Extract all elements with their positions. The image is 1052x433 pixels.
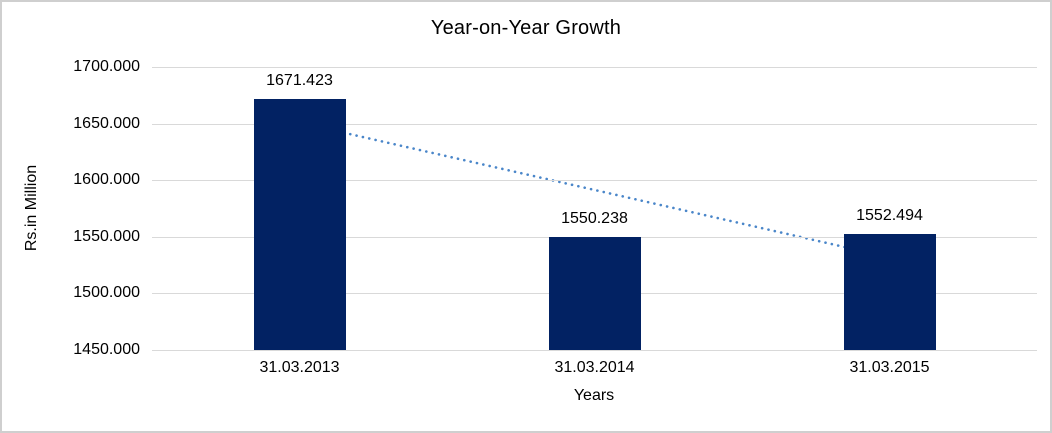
x-tick-label: 31.03.2014 — [554, 359, 635, 376]
gridline — [152, 67, 1037, 68]
gridline — [152, 180, 1037, 182]
y-tick-label: 1550.000 — [73, 227, 140, 245]
bar — [253, 99, 346, 350]
plot-area — [152, 67, 1037, 351]
x-tick-label: 31.03.2013 — [259, 359, 340, 376]
x-axis-title: Years — [573, 387, 615, 404]
bar-value-label: 1550.238 — [561, 209, 628, 227]
gridline — [152, 350, 1037, 351]
y-tick-label: 1700.000 — [73, 58, 140, 75]
chart-title: Year-on-Year Growth — [430, 17, 622, 39]
y-tick-label: 1500.000 — [73, 284, 140, 302]
x-tick-label: 31.03.2015 — [849, 359, 930, 376]
gridline — [152, 123, 1037, 125]
y-tick-label: 1450.000 — [73, 341, 140, 358]
bar — [843, 233, 936, 350]
bar-value-label: 1671.423 — [266, 72, 333, 90]
y-axis-title: Rs.in Million — [23, 164, 40, 252]
bar-value-label: 1552.494 — [856, 206, 923, 224]
y-tick-label: 1650.000 — [73, 114, 140, 132]
y-tick-label: 1600.000 — [73, 171, 140, 189]
bar — [548, 236, 641, 350]
